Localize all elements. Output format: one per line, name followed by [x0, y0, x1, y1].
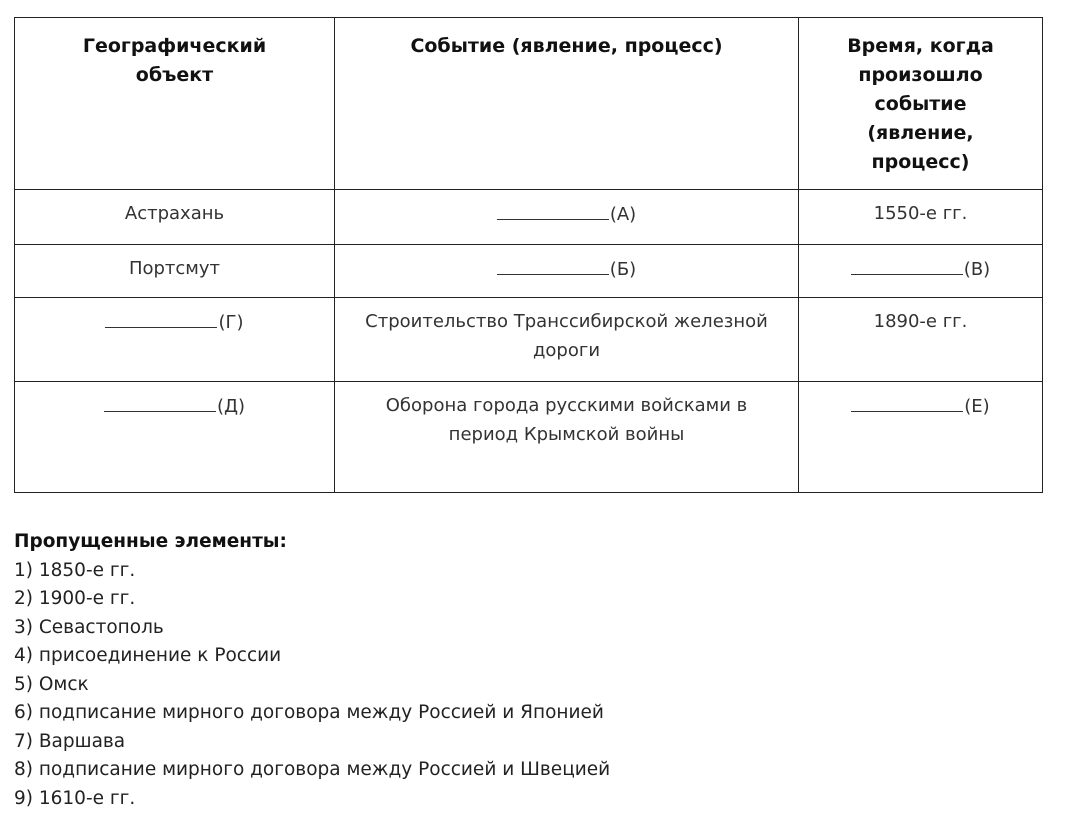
table-row: (Д) Оборона города русскими войсками в п… — [14, 381, 1043, 493]
cell-time: 1550-е гг. — [798, 189, 1043, 245]
answer-blank[interactable] — [850, 254, 963, 275]
answer-blank[interactable] — [103, 391, 216, 412]
table-header-row: Географический объект Событие (явление, … — [14, 17, 1043, 190]
cell-event: (Б) — [334, 244, 799, 298]
list-item: 7) Варшава — [14, 730, 126, 752]
answer-blank[interactable] — [496, 254, 609, 275]
cell-object: Астрахань — [14, 189, 335, 245]
header-time: Время, когда произошло событие (явление,… — [798, 17, 1043, 190]
table-row: (Г) Строительство Транссибирской железно… — [14, 297, 1043, 382]
table-row: Портсмут (Б) (В) — [14, 244, 1043, 298]
cell-object: Портсмут — [14, 244, 335, 298]
answer-blank[interactable] — [851, 391, 964, 412]
table-row: Астрахань (А) 1550-е гг. — [14, 189, 1043, 245]
list-item: 2) 1900-е гг. — [14, 588, 136, 609]
cell-event: Оборона города русскими войсками в перио… — [334, 381, 799, 493]
matching-table: Географический объект Событие (явление, … — [14, 17, 1043, 493]
cell-event: (А) — [334, 189, 799, 245]
cell-time: (В) — [798, 244, 1043, 298]
list-item: 8) подписание мирного договора между Рос… — [14, 759, 611, 780]
header-event: Событие (явление, процесс) — [334, 17, 799, 190]
cell-object: (Г) — [14, 297, 335, 382]
list-item: 3) Севастополь — [14, 616, 164, 638]
list-item: 4) присоединение к России — [14, 645, 282, 666]
cell-event: Строительство Транссибирской железной до… — [334, 297, 799, 382]
missing-elements-list: Пропущенные элементы: 1) 1850-е гг. 2) 1… — [14, 528, 610, 813]
list-item: 6) подписание мирного договора между Рос… — [14, 702, 604, 723]
list-title: Пропущенные элементы: — [14, 531, 287, 552]
header-geo-object: Географический объект — [14, 17, 335, 190]
answer-blank[interactable] — [496, 199, 609, 220]
list-item: 5) Омск — [14, 673, 89, 695]
list-item: 1) 1850-е гг. — [14, 559, 136, 581]
answer-blank[interactable] — [105, 307, 218, 328]
cell-time: 1890-е гг. — [798, 297, 1043, 382]
list-item: 9) 1610-е гг. — [14, 787, 136, 809]
cell-object: (Д) — [14, 381, 335, 493]
cell-time: (Е) — [798, 381, 1043, 493]
